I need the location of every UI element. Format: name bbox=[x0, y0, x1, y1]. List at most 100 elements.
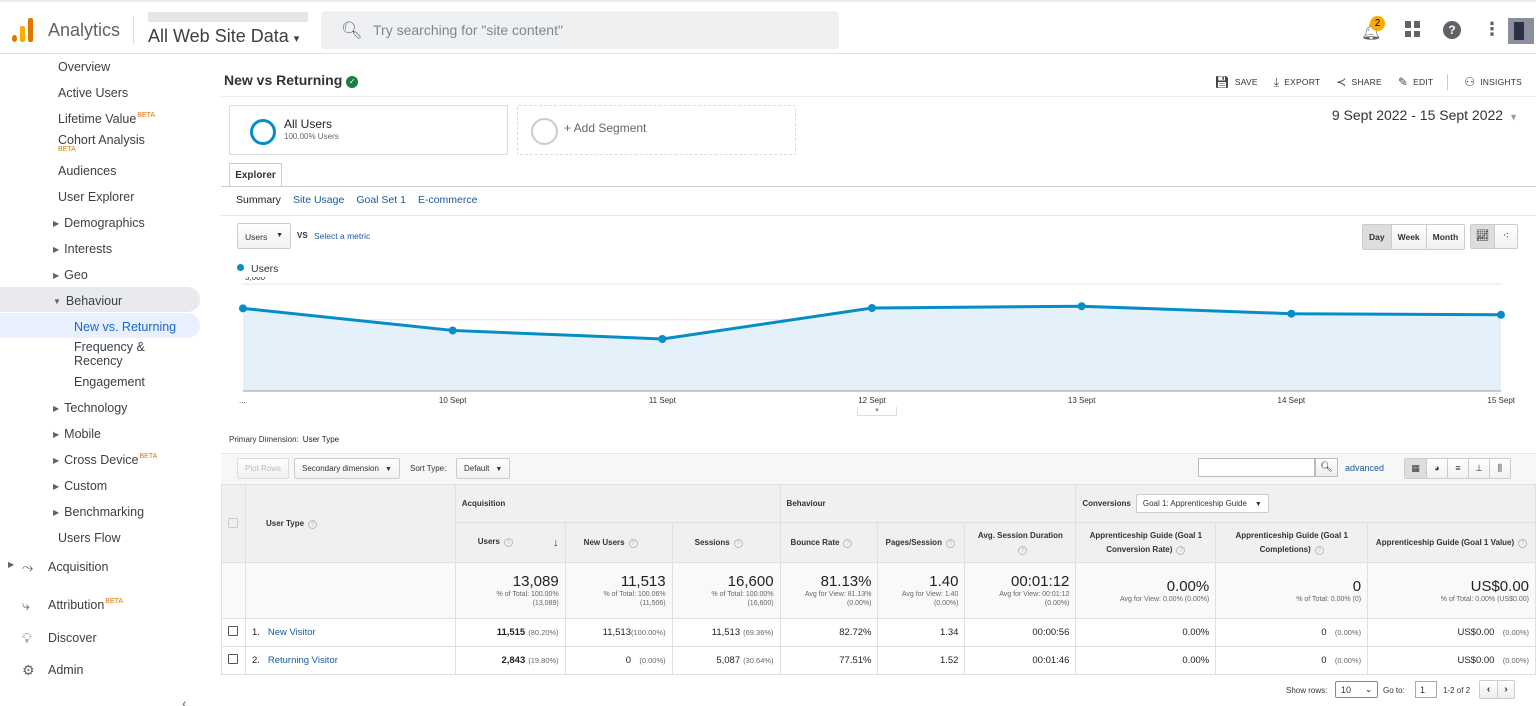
sidebar-item-overview[interactable]: Overview bbox=[58, 60, 110, 74]
subtab-goal-set-1[interactable]: Goal Set 1 bbox=[356, 194, 406, 206]
share-button[interactable]: ≺ SHARE bbox=[1336, 75, 1382, 89]
show-rows-select[interactable]: 10 ⌄ bbox=[1335, 681, 1378, 698]
column-users[interactable]: Users? ↓ bbox=[454, 522, 566, 563]
period-week-button[interactable]: Week bbox=[1390, 225, 1426, 249]
column-goal-conversion-rate[interactable]: Apprenticeship Guide (Goal 1 Conversion … bbox=[1075, 522, 1217, 563]
collapse-sidebar-icon[interactable]: ‹ bbox=[182, 695, 187, 706]
sidebar-item-interests[interactable]: ▶ Interests bbox=[53, 242, 112, 256]
column-new-users[interactable]: New Users? bbox=[564, 522, 673, 563]
sidebar-item-benchmarking[interactable]: ▶ Benchmarking bbox=[53, 505, 144, 519]
column-goal-value[interactable]: Apprenticeship Guide (Goal 1 Value)? bbox=[1367, 522, 1536, 563]
add-segment-button[interactable]: + Add Segment bbox=[517, 105, 796, 155]
prev-page-icon[interactable]: ‹ bbox=[1480, 681, 1497, 698]
help-icon[interactable]: ? bbox=[1443, 21, 1461, 39]
row-user-type-link[interactable]: New Visitor bbox=[267, 627, 316, 638]
sidebar-item-cross-device[interactable]: ▶ Cross DeviceBETA bbox=[53, 453, 157, 467]
data-table-view-icon[interactable]: ▦ bbox=[1405, 459, 1426, 478]
plot-rows-button[interactable]: Plot Rows bbox=[237, 458, 290, 479]
metric-dropdown[interactable]: Users ▼ bbox=[237, 223, 291, 249]
edit-button[interactable]: ✎ EDIT bbox=[1398, 75, 1433, 89]
sidebar-item-frequency-recency[interactable]: Frequency & Recency bbox=[74, 340, 145, 368]
column-avg-session-duration[interactable]: Avg. Session Duration? bbox=[964, 522, 1077, 563]
row-checkbox[interactable] bbox=[228, 626, 239, 636]
row-user-type-link[interactable]: Returning Visitor bbox=[267, 655, 338, 666]
tab-explorer[interactable]: Explorer bbox=[229, 163, 282, 187]
export-button[interactable]: ⤓ EXPORT bbox=[1274, 75, 1321, 90]
sidebar-item-mobile[interactable]: ▶ Mobile bbox=[53, 427, 101, 441]
date-range-picker[interactable]: 9 Sept 2022 - 15 Sept 2022 ▼ bbox=[1332, 107, 1518, 123]
more-vert-icon[interactable]: ⋮ bbox=[1483, 19, 1501, 39]
sidebar-item-user-explorer[interactable]: User Explorer bbox=[58, 190, 134, 204]
search-input[interactable]: 🔍︎ Try searching for "site content" bbox=[321, 11, 839, 49]
sidebar-section-attribution[interactable]: ⤷ AttributionBETA bbox=[0, 597, 200, 617]
performance-view-icon[interactable]: ≡ bbox=[1447, 459, 1468, 478]
comparison-view-icon[interactable]: ⊥ bbox=[1468, 459, 1489, 478]
data-point[interactable] bbox=[868, 303, 876, 312]
row-checkbox[interactable] bbox=[228, 654, 239, 664]
column-user-type[interactable]: User Type? bbox=[244, 484, 456, 563]
select-all-checkbox[interactable] bbox=[228, 517, 239, 528]
column-pages-session[interactable]: Pages/Session? bbox=[877, 522, 966, 563]
column-sessions[interactable]: Sessions? bbox=[671, 522, 781, 563]
sidebar-item-engagement[interactable]: Engagement bbox=[74, 375, 145, 389]
sidebar-section-admin[interactable]: ⚙︎ Admin bbox=[0, 662, 200, 682]
help-icon[interactable]: ? bbox=[1176, 545, 1186, 555]
sidebar-item-active-users[interactable]: Active Users bbox=[58, 86, 128, 100]
data-point[interactable] bbox=[239, 304, 247, 313]
next-page-icon[interactable]: › bbox=[1497, 681, 1514, 698]
subtab-e-commerce[interactable]: E-commerce bbox=[417, 194, 478, 206]
data-point[interactable] bbox=[1497, 310, 1505, 319]
property-selector[interactable]: All Web Site Data ▾ bbox=[148, 26, 299, 47]
data-point[interactable] bbox=[1077, 302, 1086, 311]
sidebar-item-geo[interactable]: ▶ Geo bbox=[53, 268, 88, 282]
help-icon[interactable]: ? bbox=[308, 519, 318, 529]
column-goal-completions[interactable]: Apprenticeship Guide (Goal 1 Completions… bbox=[1215, 522, 1369, 563]
column-bounce-rate[interactable]: Bounce Rate? bbox=[779, 522, 879, 563]
pie-view-icon[interactable]: ◕ bbox=[1426, 459, 1447, 478]
sidebar-item-new-vs-returning[interactable]: New vs. Returning bbox=[74, 320, 176, 334]
sidebar-item-demographics[interactable]: ▶ Demographics bbox=[53, 216, 145, 230]
sidebar-item-cohort-analysis[interactable]: Cohort Analysis bbox=[58, 133, 145, 147]
data-point[interactable] bbox=[1287, 309, 1296, 318]
select-metric-link[interactable]: Select a metric bbox=[314, 231, 371, 241]
help-icon[interactable]: ? bbox=[1314, 545, 1324, 555]
collapse-chart-handle[interactable]: ▼ bbox=[857, 407, 897, 416]
help-icon[interactable]: ? bbox=[1518, 538, 1528, 548]
line-chart-icon[interactable]: 📈︎ bbox=[1471, 225, 1494, 248]
period-month-button[interactable]: Month bbox=[1425, 225, 1465, 249]
subtab-summary[interactable]: Summary bbox=[236, 194, 281, 206]
sidebar-item-users-flow[interactable]: Users Flow bbox=[58, 531, 121, 545]
sidebar-item-custom[interactable]: ▶ Custom bbox=[53, 479, 107, 493]
sidebar-item-technology[interactable]: ▶ Technology bbox=[53, 401, 127, 415]
help-icon[interactable]: ? bbox=[503, 537, 513, 547]
goto-input[interactable]: 1 bbox=[1415, 681, 1437, 698]
secondary-dimension-dropdown[interactable]: Secondary dimension ▼ bbox=[294, 458, 400, 479]
search-icon[interactable]: 🔍︎ bbox=[1315, 458, 1338, 477]
sidebar-section-acquisition[interactable]: ▶ ⤳ Acquisition bbox=[0, 559, 200, 579]
sidebar-item-audiences[interactable]: Audiences bbox=[58, 164, 116, 178]
pivot-view-icon[interactable]: ⫼ bbox=[1489, 459, 1510, 478]
sidebar-item-behaviour[interactable]: ▼ Behaviour bbox=[53, 294, 122, 308]
goal-dropdown[interactable]: Goal 1: Apprenticeship Guide ▼ bbox=[1135, 494, 1269, 513]
analytics-logo-icon[interactable] bbox=[12, 16, 34, 42]
primary-dimension-value[interactable]: User Type bbox=[302, 435, 340, 444]
table-filter-input[interactable] bbox=[1198, 458, 1315, 477]
subtab-site-usage[interactable]: Site Usage bbox=[292, 194, 345, 206]
data-point[interactable] bbox=[658, 334, 667, 343]
sidebar-item-lifetime-value[interactable]: Lifetime ValueBETA bbox=[58, 112, 155, 126]
sidebar-section-discover[interactable]: 💡︎ Discover bbox=[0, 630, 200, 650]
help-icon[interactable]: ? bbox=[1017, 545, 1027, 555]
period-day-button[interactable]: Day bbox=[1363, 225, 1391, 249]
motion-chart-icon[interactable]: ⁖ bbox=[1494, 225, 1517, 248]
data-point[interactable] bbox=[448, 326, 457, 335]
save-button[interactable]: 💾︎ SAVE bbox=[1214, 75, 1257, 89]
help-icon[interactable]: ? bbox=[628, 538, 638, 548]
avatar[interactable] bbox=[1508, 18, 1534, 44]
help-icon[interactable]: ? bbox=[733, 538, 743, 548]
segment-all-users[interactable]: All Users 100.00% Users bbox=[229, 105, 508, 155]
help-icon[interactable]: ? bbox=[843, 538, 853, 548]
help-icon[interactable]: ? bbox=[945, 538, 955, 548]
insights-button[interactable]: ⚇ INSIGHTS bbox=[1464, 75, 1522, 89]
advanced-filter-link[interactable]: advanced bbox=[1345, 463, 1385, 473]
apps-grid-icon[interactable] bbox=[1405, 21, 1421, 37]
